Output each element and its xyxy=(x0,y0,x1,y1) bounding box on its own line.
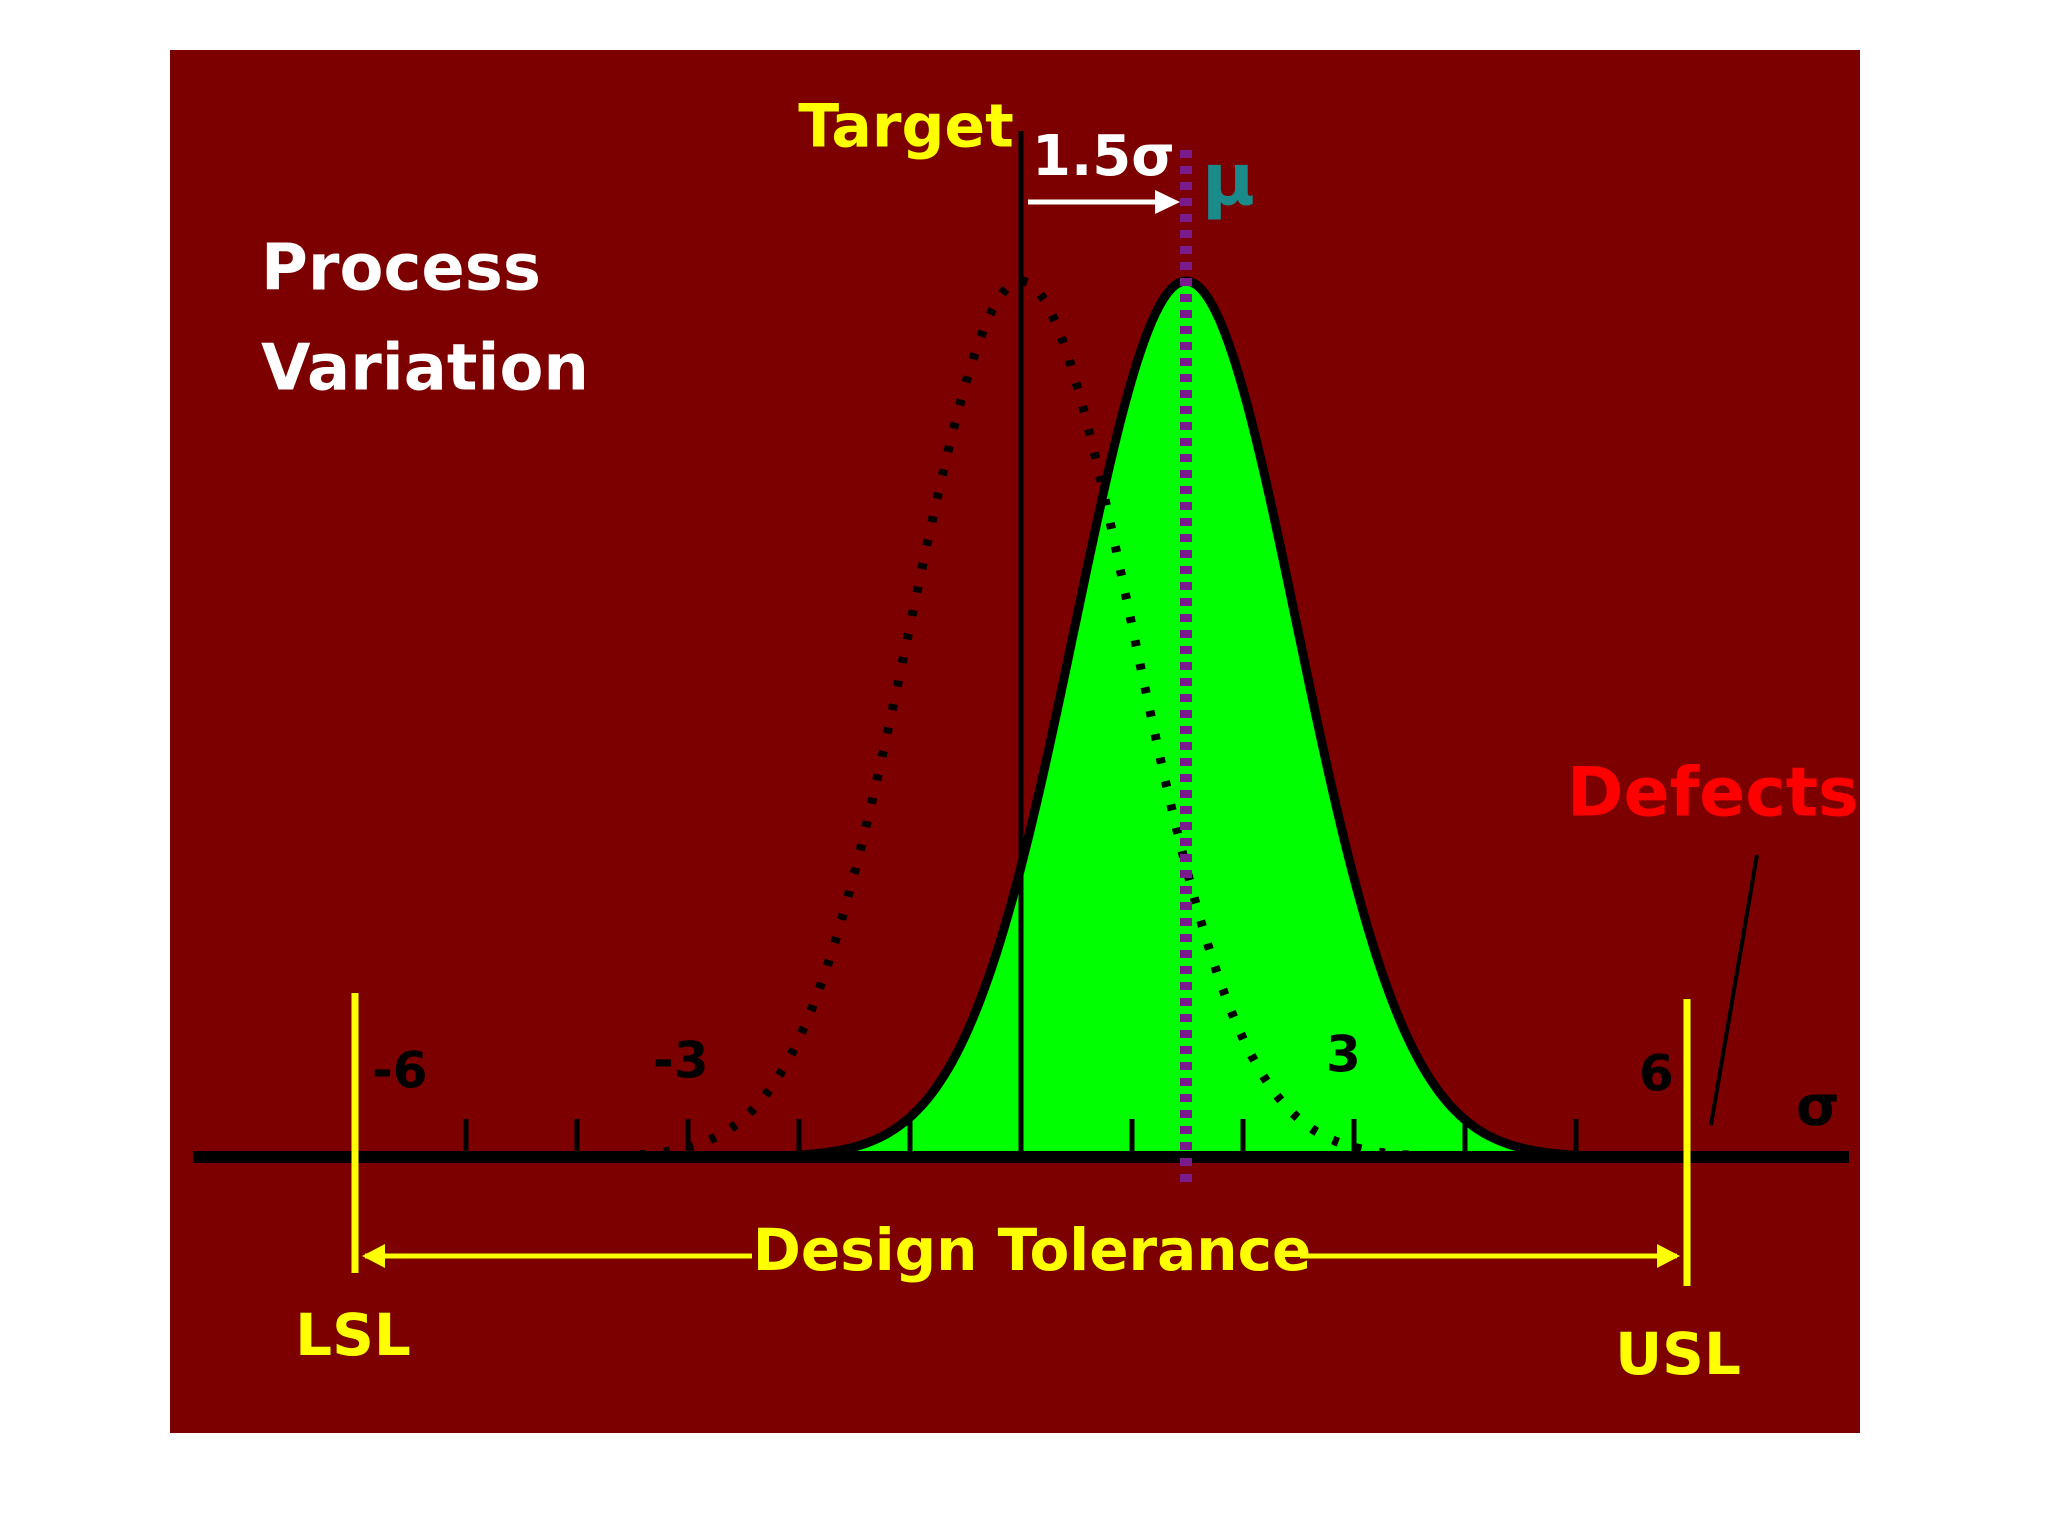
title-line: Variation xyxy=(261,332,589,406)
scale-label: 6 xyxy=(1639,1045,1674,1103)
lsl-label: LSL xyxy=(295,1301,411,1369)
mean-label: μ xyxy=(1202,138,1255,222)
defects-label: Defects xyxy=(1567,754,1859,833)
scale-label: 3 xyxy=(1326,1026,1361,1084)
defects-pointer xyxy=(1709,854,1759,1126)
arrowhead-right xyxy=(1657,1244,1680,1268)
shift-label: 1.5σ xyxy=(1032,124,1175,189)
arrowhead-left xyxy=(362,1244,385,1268)
scale-label: -3 xyxy=(653,1032,709,1090)
shifted-area xyxy=(560,281,1700,1158)
title-line: Process xyxy=(261,232,541,306)
sigma-label: σ xyxy=(1796,1074,1840,1139)
target-label: Target xyxy=(798,92,1014,162)
scale-label: -6 xyxy=(372,1042,428,1100)
tolerance-label: Design Tolerance xyxy=(753,1216,1312,1284)
usl-label: USL xyxy=(1615,1320,1741,1388)
panel xyxy=(170,50,1860,1433)
shift-arrowhead xyxy=(1155,190,1180,214)
